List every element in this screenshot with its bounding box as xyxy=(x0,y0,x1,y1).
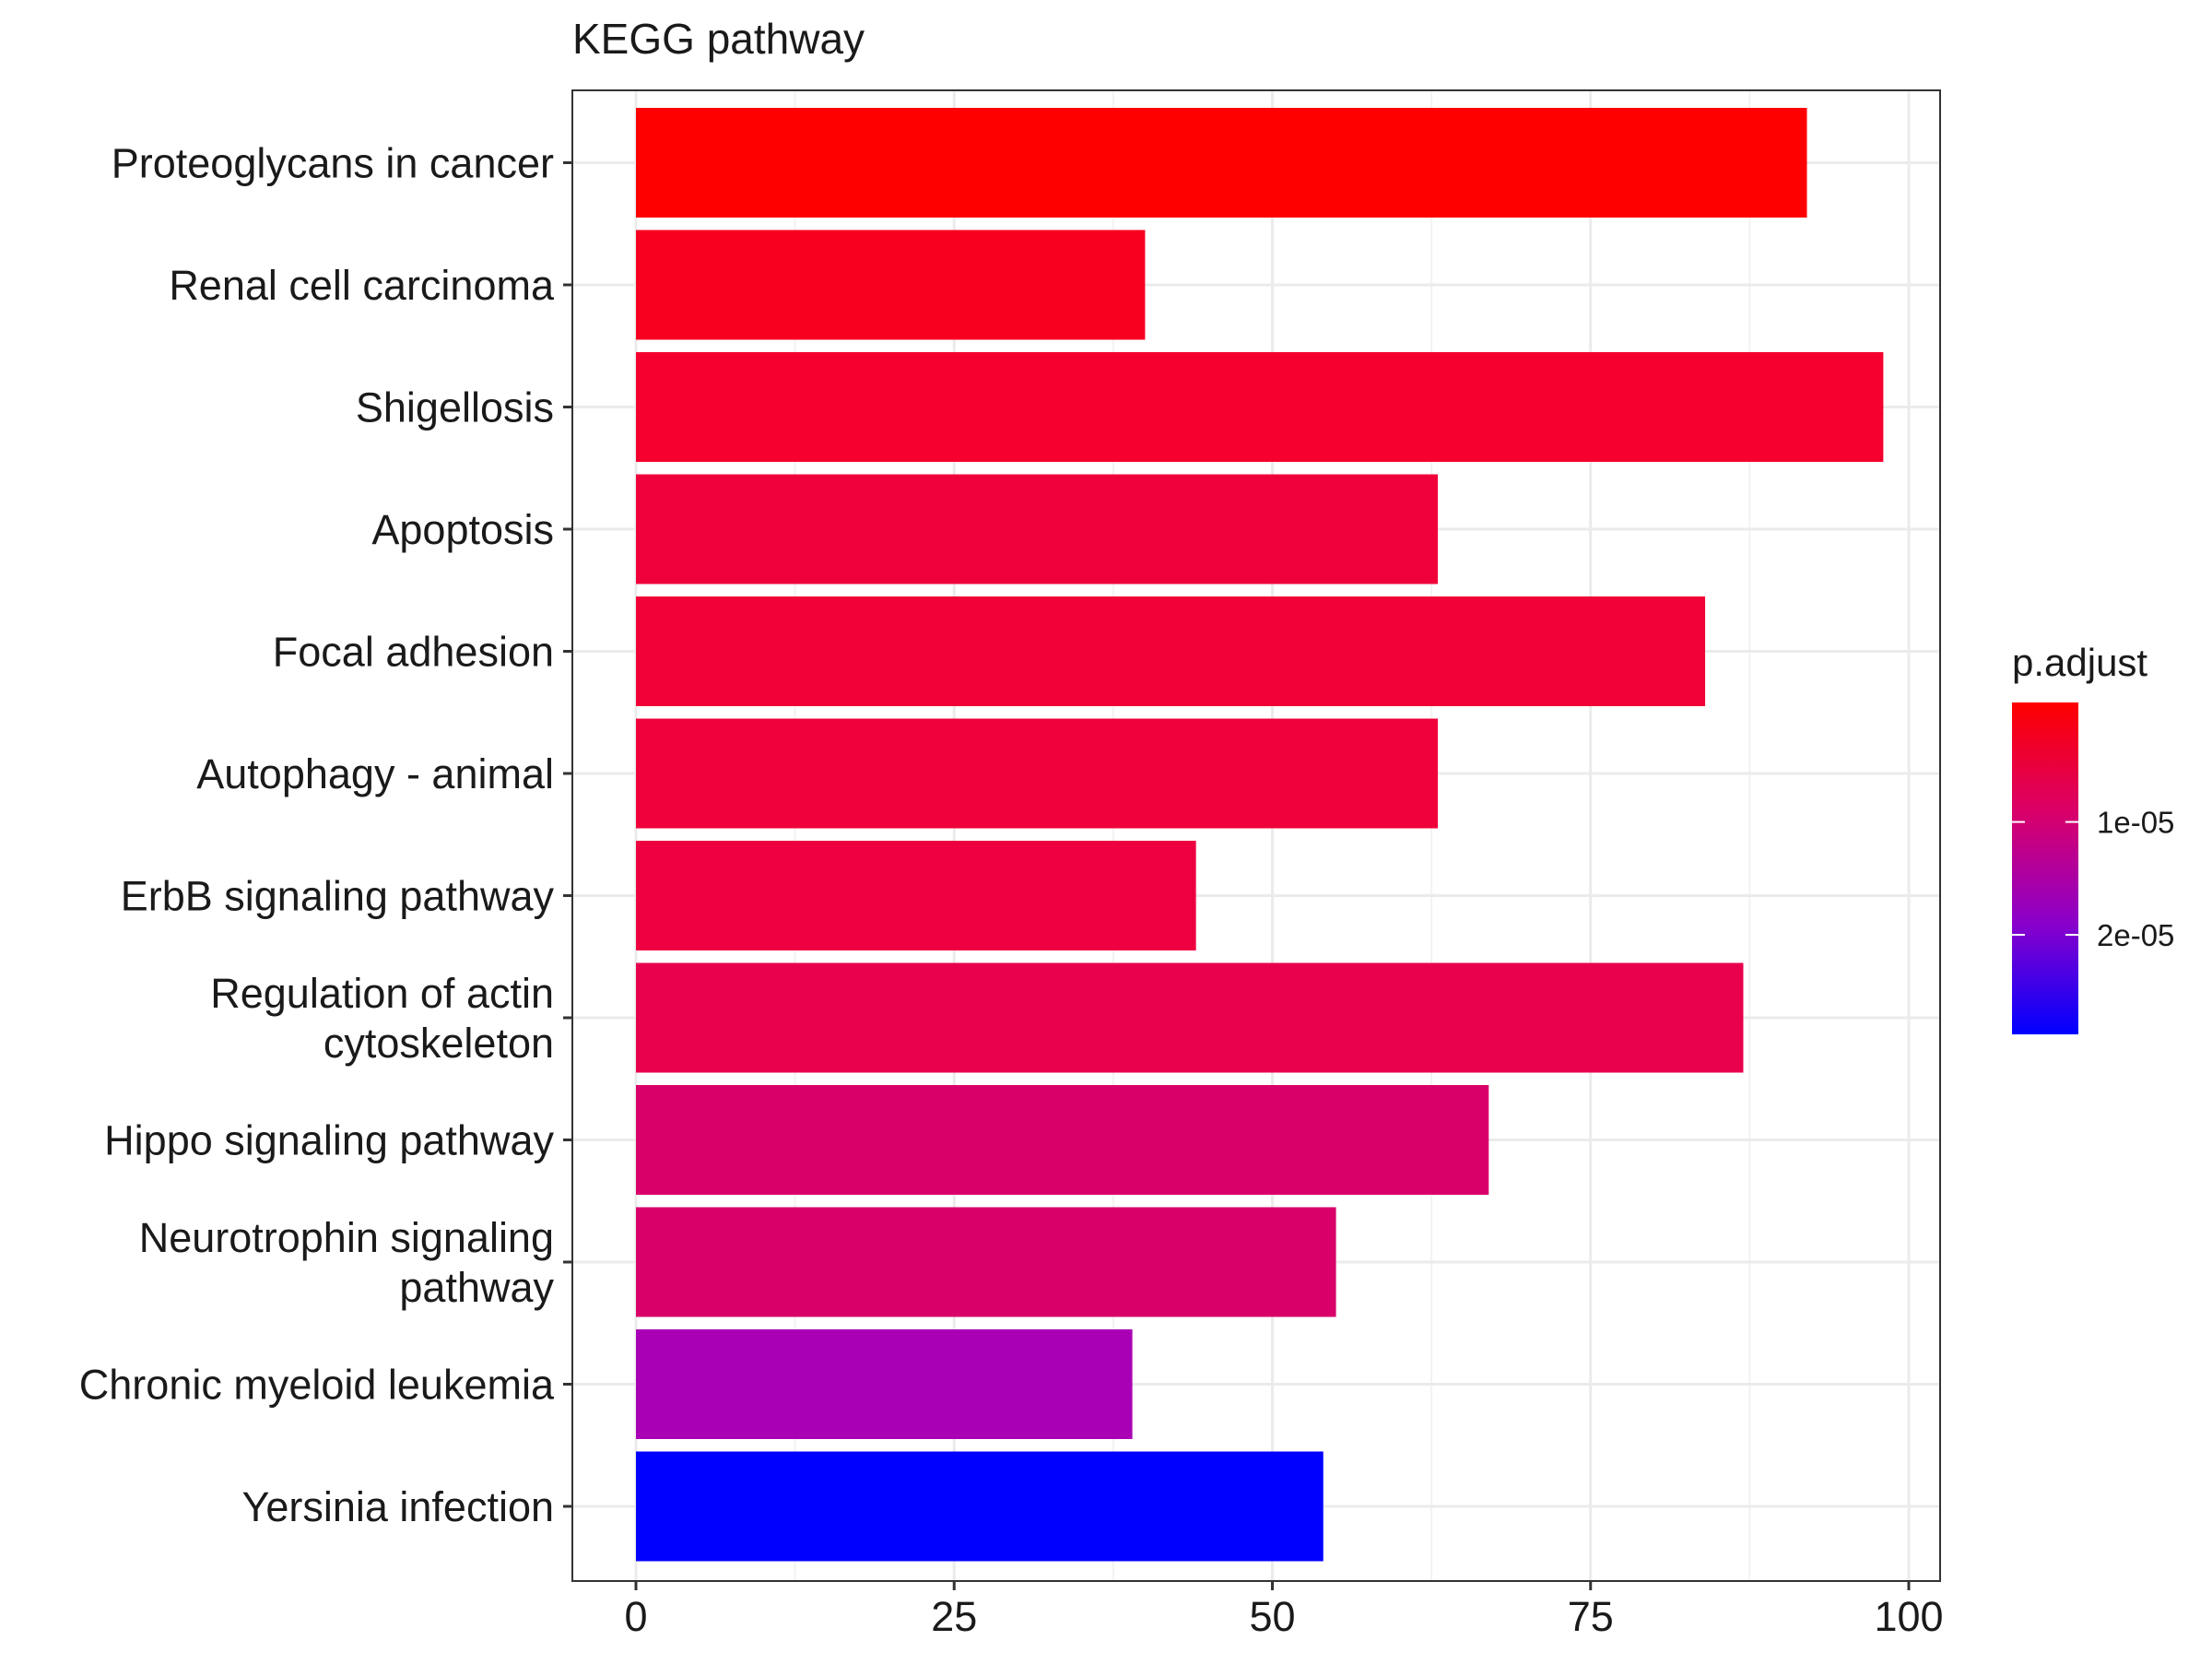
y-tick-label: Focal adhesion xyxy=(273,629,554,676)
y-tick-label-line: Shigellosis xyxy=(356,384,554,431)
y-tick-label: Shigellosis xyxy=(356,384,554,431)
y-tick-label-line: Apoptosis xyxy=(371,506,554,553)
bar xyxy=(636,352,1884,462)
x-tick-label: 0 xyxy=(624,1593,647,1640)
bar xyxy=(636,474,1439,584)
y-tick-label: Yersinia infection xyxy=(241,1483,554,1530)
bar xyxy=(636,841,1196,950)
y-tick-label: ErbB signaling pathway xyxy=(121,873,555,920)
y-tick-label: Neurotrophin signaling pathway xyxy=(139,1214,555,1311)
y-tick-label-line: cytoskeleton xyxy=(324,1020,554,1067)
bar xyxy=(636,108,1807,218)
legend-title: p.adjust xyxy=(2012,641,2147,684)
y-tick-label-line: pathway xyxy=(399,1264,554,1311)
y-tick-label-line: Yersinia infection xyxy=(241,1483,554,1530)
y-tick-label-line: Focal adhesion xyxy=(273,629,554,676)
x-tick-label: 100 xyxy=(1874,1593,1943,1640)
bar xyxy=(636,718,1439,829)
plot-area: Proteoglycans in cancer Renal cell carcin… xyxy=(79,89,1944,1640)
y-tick-label: Apoptosis xyxy=(371,506,554,553)
y-tick-label: Autophagy - animal xyxy=(196,750,554,797)
legend-colorbar xyxy=(2012,702,2078,1034)
y-tick-label-line: Renal cell carcinoma xyxy=(169,262,555,309)
bar xyxy=(636,1085,1489,1195)
y-tick-label: Renal cell carcinoma xyxy=(169,262,555,309)
legend: p.adjust 1e-05 2e-05 xyxy=(2012,641,2174,1034)
y-tick-label-line: Autophagy - animal xyxy=(196,750,554,797)
legend-tick-label: 1e-05 xyxy=(2097,806,2174,840)
chart-title: KEGG pathway xyxy=(572,15,865,63)
bar xyxy=(636,596,1706,706)
bar xyxy=(636,230,1146,340)
x-tick-label: 75 xyxy=(1568,1593,1614,1640)
legend-tick-label: 2e-05 xyxy=(2097,918,2174,952)
y-tick-label: Hippo signaling pathway xyxy=(104,1117,554,1164)
x-tick-label: 50 xyxy=(1249,1593,1295,1640)
y-tick-label-line: Proteoglycans in cancer xyxy=(112,140,554,187)
panel-border xyxy=(571,89,1941,1582)
y-tick-label-line: Regulation of actin xyxy=(210,970,554,1017)
x-tick-label: 25 xyxy=(931,1593,977,1640)
bar xyxy=(636,962,1744,1073)
y-tick-label-line: Chronic myeloid leukemia xyxy=(79,1362,555,1409)
y-tick-label-line: ErbB signaling pathway xyxy=(121,873,555,920)
y-tick-label: Proteoglycans in cancer xyxy=(112,140,554,187)
bar xyxy=(636,1329,1133,1439)
y-tick-label-line: Hippo signaling pathway xyxy=(104,1117,554,1164)
bar xyxy=(636,1451,1324,1562)
y-tick-label: Chronic myeloid leukemia xyxy=(79,1362,555,1409)
y-tick-label: Regulation of actin cytoskeleton xyxy=(210,970,554,1067)
y-tick-label-line: Neurotrophin signaling xyxy=(139,1214,554,1261)
bar xyxy=(636,1207,1336,1317)
